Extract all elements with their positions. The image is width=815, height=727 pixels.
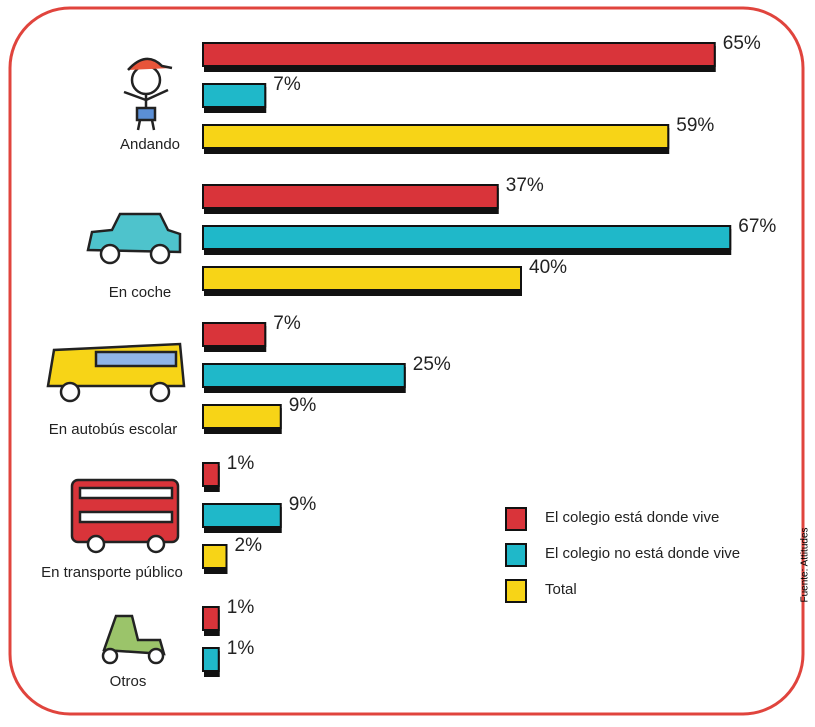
bar [202, 363, 406, 388]
legend-label: Total [545, 581, 577, 598]
icon-walker [123, 57, 173, 131]
frame [8, 6, 805, 716]
value-label: 40% [529, 257, 567, 278]
legend-label: El colegio está donde vive [545, 509, 719, 526]
icon-bus [46, 342, 186, 403]
value-label: 2% [235, 535, 263, 556]
value-label: 7% [273, 74, 301, 95]
category-label: Otros [110, 673, 147, 690]
bar [202, 322, 267, 347]
legend-swatch [505, 507, 527, 531]
legend-swatch [505, 579, 527, 603]
legend-label: El colegio no está donde vive [545, 545, 740, 562]
source: Fuente: Attitudes [800, 527, 811, 602]
bar [202, 225, 732, 250]
value-label: 9% [289, 494, 317, 515]
value-label: 25% [413, 354, 451, 375]
icon-double-decker [70, 478, 180, 554]
value-label: 37% [506, 175, 544, 196]
value-label: 67% [738, 216, 776, 237]
value-label: 1% [227, 453, 255, 474]
category-label: En autobús escolar [49, 421, 177, 438]
value-label: 1% [227, 638, 255, 659]
bar [202, 184, 499, 209]
category-label: En transporte público [41, 564, 183, 581]
value-label: 7% [273, 313, 301, 334]
icon-scooter [101, 614, 166, 665]
bar [202, 42, 716, 67]
legend-swatch [505, 543, 527, 567]
bar [202, 266, 522, 291]
bar [202, 544, 228, 569]
category-label: Andando [120, 136, 180, 153]
value-label: 65% [723, 33, 761, 54]
bar [202, 83, 267, 108]
bar [202, 404, 282, 429]
bar [202, 647, 220, 672]
bar [202, 606, 220, 631]
icon-car [86, 212, 182, 265]
bar [202, 503, 282, 528]
value-label: 1% [227, 597, 255, 618]
bar [202, 124, 670, 149]
value-label: 59% [676, 115, 714, 136]
category-label: En coche [109, 284, 172, 301]
bar [202, 462, 220, 487]
value-label: 9% [289, 395, 317, 416]
